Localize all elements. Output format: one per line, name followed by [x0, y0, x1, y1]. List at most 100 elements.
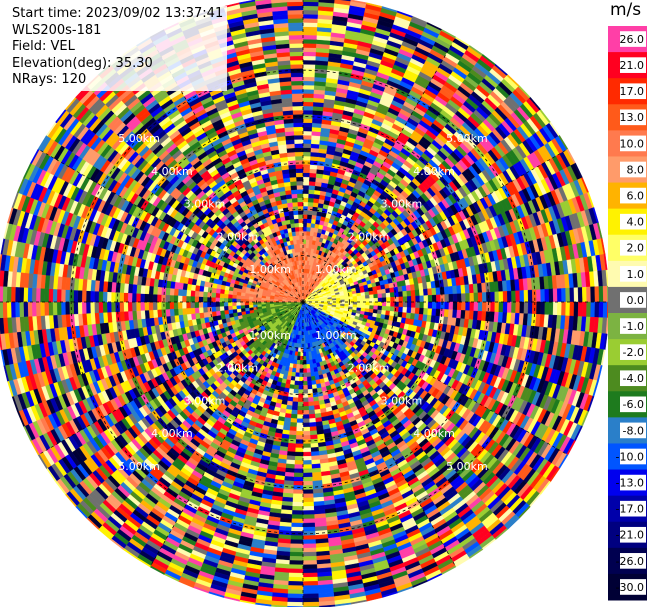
radar-gate — [287, 585, 304, 591]
radar-gate — [477, 301, 483, 312]
radar-gate — [356, 295, 362, 300]
radar-gate — [309, 160, 319, 166]
radar-gate — [310, 151, 319, 158]
radar-gate — [385, 292, 391, 298]
radar-gate — [302, 151, 312, 157]
radar-gate — [302, 164, 311, 169]
radar-gate — [431, 308, 437, 317]
radar-gate — [494, 301, 500, 313]
radar-gate — [411, 295, 416, 303]
radar-gate — [292, 393, 299, 399]
radar-gate — [381, 305, 387, 311]
radar-gate — [302, 514, 315, 520]
radar-gate — [306, 376, 312, 382]
radar-gate — [469, 292, 475, 303]
radar-gate — [302, 22, 318, 28]
radar-gate — [419, 301, 425, 309]
radar-gate — [361, 301, 366, 306]
radar-gate — [302, 451, 312, 457]
radar-gate — [393, 286, 399, 293]
radar-gate — [552, 301, 558, 316]
radar-gate — [311, 380, 317, 386]
radar-gate — [298, 376, 304, 382]
radar-gate — [519, 301, 525, 314]
radar-gate — [427, 294, 433, 303]
radar-gate — [415, 301, 421, 309]
radar-gate — [306, 380, 312, 386]
radar-gate — [536, 301, 542, 315]
radar-gate — [309, 176, 317, 182]
radar-gate — [602, 285, 608, 303]
radar-gate — [302, 80, 315, 86]
radar-gate — [586, 301, 592, 318]
radar-gate — [302, 497, 314, 503]
radar-gate — [494, 291, 500, 303]
radar-gate — [377, 301, 383, 307]
radar-gate — [292, 397, 299, 403]
radar-gate — [302, 435, 311, 440]
radar-gate — [498, 291, 504, 303]
radar-gate — [386, 297, 391, 303]
radar-gate — [306, 230, 311, 236]
radar-gate — [302, 372, 308, 378]
radar-gate — [523, 301, 529, 315]
radar-gate — [577, 287, 583, 303]
radar-gate — [302, 76, 316, 82]
radar-gate — [461, 293, 466, 303]
radar-gate — [540, 301, 546, 315]
radar-gate — [302, 405, 309, 411]
radar-gate — [365, 298, 371, 303]
radar-gate — [502, 301, 508, 313]
radar-gate — [310, 371, 315, 377]
radar-gate — [302, 176, 310, 182]
radar-gate — [357, 298, 362, 303]
radar-gate — [290, 417, 298, 424]
radar-gate — [302, 172, 311, 178]
radar-gate — [302, 59, 316, 65]
radar-gate — [302, 13, 319, 19]
radar-gate — [307, 214, 313, 220]
radar-gate — [306, 218, 312, 224]
radar-gate — [305, 351, 309, 357]
radar-gate — [294, 380, 300, 386]
radar-gate — [381, 293, 387, 299]
radar-gate — [297, 405, 304, 411]
radar-gate — [308, 417, 316, 424]
radar-gate — [473, 292, 479, 303]
radar-gate — [296, 410, 304, 415]
radar-gate — [290, 539, 304, 545]
radar-gate — [290, 409, 298, 415]
radar-gate — [302, 368, 307, 374]
radar-gate — [292, 489, 304, 495]
radar-gate — [440, 294, 446, 303]
radar-gate — [344, 296, 350, 301]
radar-gate — [594, 301, 600, 318]
radar-gate — [308, 409, 316, 415]
radar-gate — [415, 295, 421, 303]
radar-gate — [289, 543, 304, 549]
radar-gate — [369, 294, 375, 299]
radar-gate — [565, 301, 571, 317]
radar-gate — [402, 290, 408, 298]
radar-gate — [302, 401, 309, 407]
radar-gate — [291, 518, 304, 524]
radar-gate — [288, 568, 304, 574]
radar-gate — [302, 122, 313, 128]
radar-gate — [307, 201, 314, 207]
radar-gate — [302, 597, 319, 603]
radar-gate — [527, 289, 533, 303]
radar-gate — [295, 435, 304, 440]
radar-gate — [569, 301, 575, 317]
radar-gate — [418, 307, 425, 315]
radar-gate — [287, 446, 296, 453]
radar-gate — [302, 239, 307, 244]
radar-gate — [298, 385, 304, 390]
radar-gate — [352, 298, 358, 303]
radar-gate — [552, 288, 558, 303]
radar-gate — [448, 301, 454, 311]
radar-gate — [293, 388, 299, 394]
radar-gate — [473, 301, 479, 312]
radar-gate — [414, 289, 420, 297]
radar-gate — [302, 230, 307, 236]
radar-gate — [302, 501, 314, 507]
